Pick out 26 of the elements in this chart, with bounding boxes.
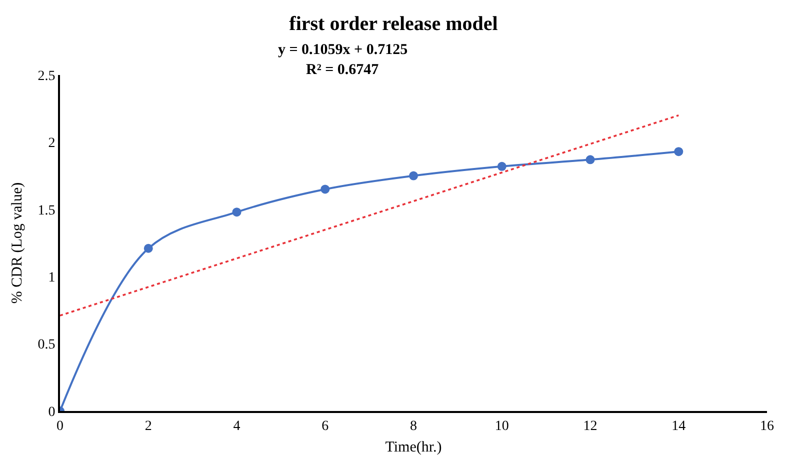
x-tick-label: 8	[410, 418, 417, 434]
x-tick-label: 12	[583, 418, 598, 434]
y-tick-label: 2.5	[38, 68, 56, 84]
point	[320, 184, 330, 194]
x-axis-title: Time(hr.)	[385, 439, 442, 456]
point	[232, 208, 242, 217]
annotation: R² = 0.6747	[306, 62, 380, 78]
y-tick-label: 1.5	[38, 203, 56, 218]
point	[144, 244, 153, 253]
point	[674, 147, 684, 156]
point	[586, 155, 595, 164]
y-tick-label: 2	[48, 136, 56, 152]
point	[497, 162, 506, 171]
y-tick-label: 0	[48, 404, 56, 420]
x-tick-label: 2	[144, 418, 152, 434]
chart-title: first order release model	[289, 13, 498, 36]
point	[409, 171, 418, 180]
text: y = 0.1059x + 0.7125	[278, 42, 408, 58]
y-axis-title: % CDR (Log value)	[9, 182, 26, 304]
y-tick-label: 1	[48, 270, 56, 286]
y-tick-label: 0.5	[38, 338, 56, 353]
x-tick-label: 4	[233, 418, 240, 434]
x-tick-label: 16	[760, 418, 774, 434]
x-tick-label: 14	[672, 418, 686, 434]
x-tick-label: 6	[322, 418, 329, 434]
x-tick-label: 10	[494, 418, 509, 434]
